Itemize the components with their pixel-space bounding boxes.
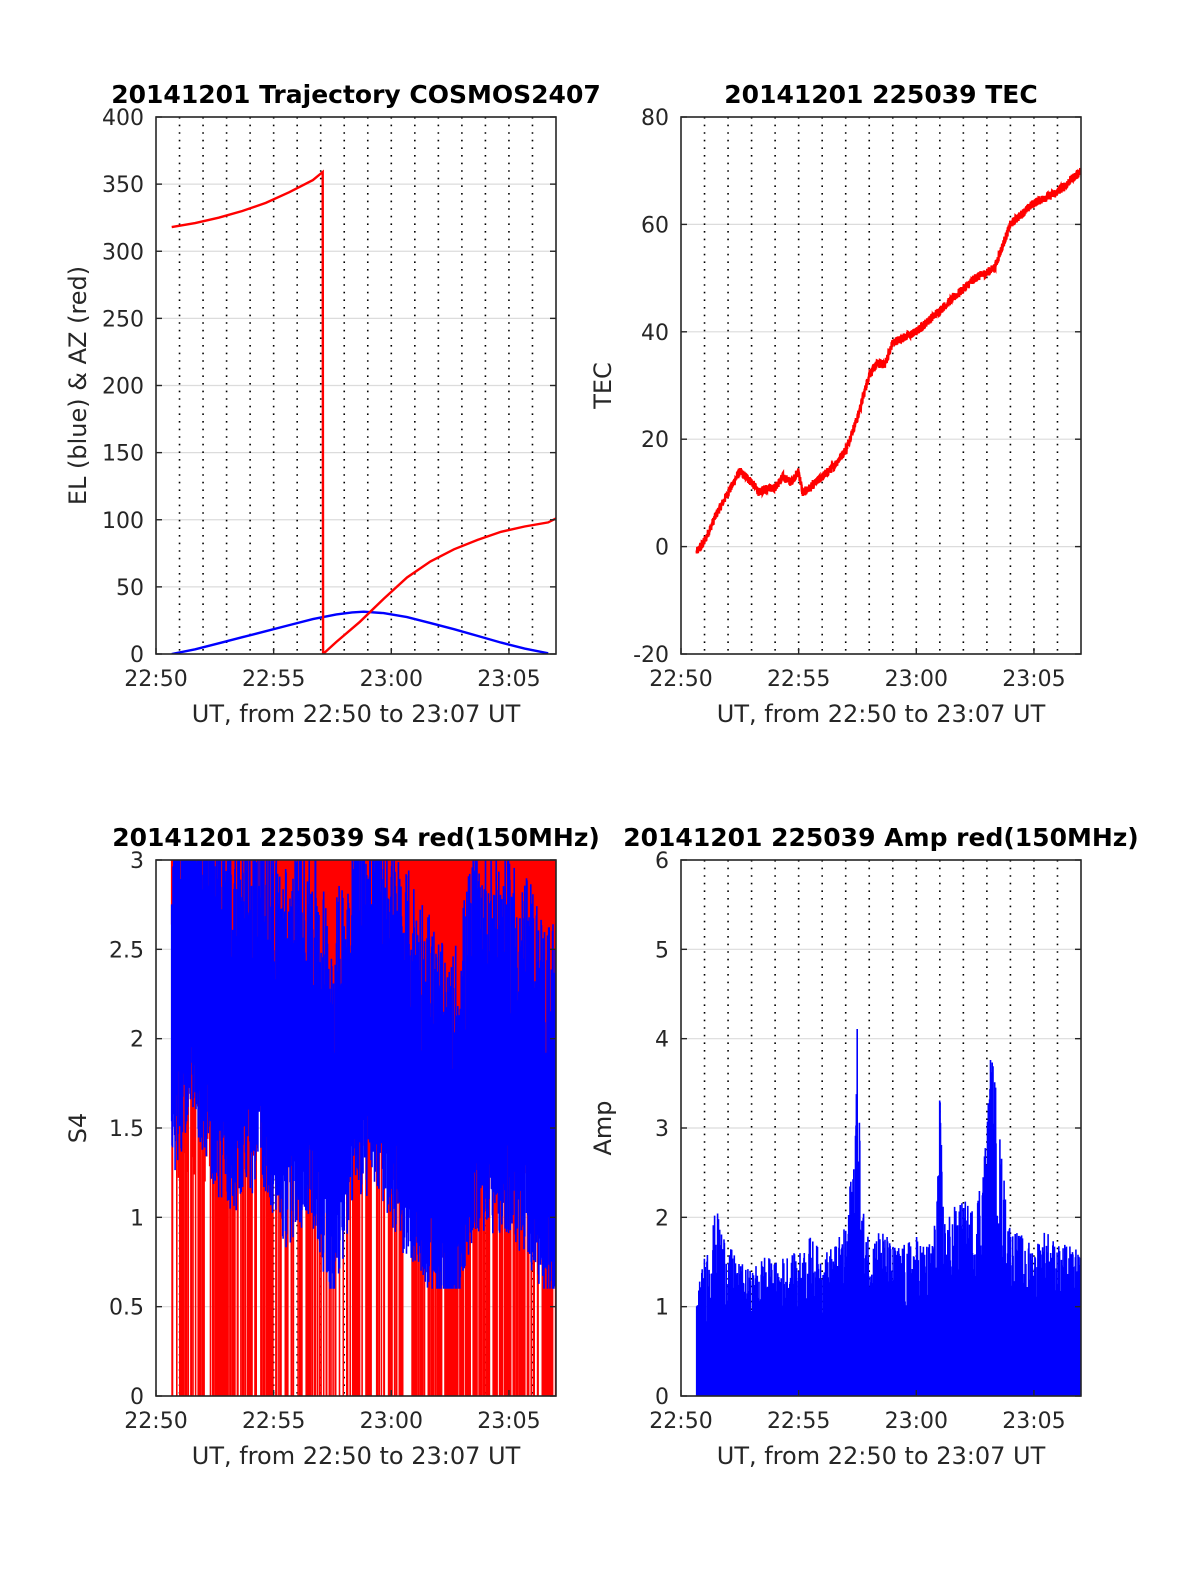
amp-xtick-label-2: 23:00 bbox=[885, 1409, 948, 1434]
s4-xtick-label-2: 23:00 bbox=[360, 1409, 423, 1434]
amp-xtick-label-3: 23:05 bbox=[1002, 1409, 1065, 1434]
s4-title: 20141201 225039 S4 red(150MHz) bbox=[112, 823, 600, 852]
amp-xtick-label-1: 22:55 bbox=[767, 1409, 830, 1434]
trajectory-ytick-label-7: 350 bbox=[102, 173, 144, 198]
s4-xtick-label-1: 22:55 bbox=[242, 1409, 305, 1434]
amp-series-amp bbox=[695, 1029, 1081, 1396]
amp-ytick-label-3: 3 bbox=[655, 1117, 669, 1142]
panel-amp: 0 1 2 3 4 5 6 22:50 22:55 23:00 23:05 20141201 2250… bbox=[589, 823, 1139, 1470]
s4-ylabel: S4 bbox=[64, 1113, 92, 1144]
amp-title: 20141201 225039 Amp red(150MHz) bbox=[623, 823, 1139, 852]
amp-ytick-label-2: 2 bbox=[655, 1206, 669, 1231]
tec-ytick-label-1: 0 bbox=[655, 536, 669, 561]
amp-ylabel: Amp bbox=[589, 1100, 617, 1155]
s4-ytick-label-6: 3 bbox=[130, 849, 144, 874]
tec-xtick-label-0: 22:50 bbox=[649, 667, 712, 692]
amp-plot-area bbox=[695, 1029, 1081, 1396]
amp-ytick-label-4: 4 bbox=[655, 1028, 669, 1053]
tec-ytick-label-2: 20 bbox=[641, 428, 669, 453]
s4-series-s4-blue bbox=[170, 860, 556, 1289]
trajectory-ytick-label-3: 150 bbox=[102, 442, 144, 467]
trajectory-series-el bbox=[171, 610, 549, 654]
amp-ytick-label-1: 1 bbox=[655, 1296, 669, 1321]
tec-axes-box bbox=[680, 116, 1082, 655]
amp-ytick-label-5: 5 bbox=[655, 938, 669, 963]
tec-ytick-label-4: 60 bbox=[641, 213, 669, 238]
s4-ytick-label-1: 0.5 bbox=[109, 1296, 144, 1321]
s4-ytick-label-3: 1.5 bbox=[109, 1117, 144, 1142]
trajectory-xtick-label-3: 23:05 bbox=[477, 667, 540, 692]
amp-ytick-label-6: 6 bbox=[655, 849, 669, 874]
trajectory-plot-area bbox=[171, 169, 556, 654]
tec-ylabel: TEC bbox=[589, 362, 617, 410]
trajectory-xtick-label-0: 22:50 bbox=[124, 667, 187, 692]
trajectory-ytick-label-2: 100 bbox=[102, 509, 144, 534]
trajectory-ytick-label-8: 400 bbox=[102, 106, 144, 131]
trajectory-ylabel: EL (blue) & AZ (red) bbox=[64, 266, 92, 505]
tec-xtick-label-2: 23:00 bbox=[885, 667, 948, 692]
trajectory-ytick-label-5: 250 bbox=[102, 307, 144, 332]
s4-ytick-label-2: 1 bbox=[130, 1206, 144, 1231]
trajectory-ytick-label-0: 0 bbox=[130, 643, 144, 668]
panel-tec: -20 0 20 40 60 80 22:50 22:55 23:00 23:05 20141201… bbox=[589, 80, 1082, 728]
trajectory-ytick-label-4: 200 bbox=[102, 375, 144, 400]
tec-ytick-label-5: 80 bbox=[641, 106, 669, 131]
s4-plot-area bbox=[170, 860, 556, 1396]
tec-ytick-label-0: -20 bbox=[633, 643, 669, 668]
trajectory-title: 20141201 Trajectory COSMOS2407 bbox=[111, 80, 601, 109]
s4-ytick-label-4: 2 bbox=[130, 1028, 144, 1053]
amp-xtick-label-0: 22:50 bbox=[649, 1409, 712, 1434]
trajectory-ytick-label-1: 50 bbox=[116, 576, 144, 601]
s4-xlabel: UT, from 22:50 to 23:07 UT bbox=[192, 1442, 521, 1470]
trajectory-xlabel: UT, from 22:50 to 23:07 UT bbox=[192, 700, 521, 728]
s4-ytick-label-0: 0 bbox=[130, 1385, 144, 1410]
tec-xtick-label-3: 23:05 bbox=[1002, 667, 1065, 692]
tec-xtick-label-1: 22:55 bbox=[767, 667, 830, 692]
trajectory-xtick-label-1: 22:55 bbox=[242, 667, 305, 692]
tec-ytick-label-3: 40 bbox=[641, 321, 669, 346]
trajectory-series-az bbox=[171, 169, 556, 654]
s4-xtick-label-3: 23:05 bbox=[477, 1409, 540, 1434]
s4-xtick-label-0: 22:50 bbox=[124, 1409, 187, 1434]
trajectory-ytick-label-6: 300 bbox=[102, 240, 144, 265]
amp-ytick-label-0: 0 bbox=[655, 1385, 669, 1410]
s4-ytick-label-5: 2.5 bbox=[109, 938, 144, 963]
trajectory-xtick-label-2: 23:00 bbox=[360, 667, 423, 692]
tec-plot-area bbox=[695, 167, 1081, 554]
panel-s4: 0 0.5 1 1.5 2 2.5 3 22:50 22:55 23:00 23:05 2014120… bbox=[64, 823, 600, 1470]
panel-trajectory: 0 50 100 150 200 250 300 350 400 22:50 22:55 23:00 2… bbox=[64, 80, 601, 728]
tec-series-tec bbox=[695, 167, 1081, 554]
tec-xlabel: UT, from 22:50 to 23:07 UT bbox=[717, 700, 1046, 728]
amp-xlabel: UT, from 22:50 to 23:07 UT bbox=[717, 1442, 1046, 1470]
tec-title: 20141201 225039 TEC bbox=[724, 80, 1037, 109]
